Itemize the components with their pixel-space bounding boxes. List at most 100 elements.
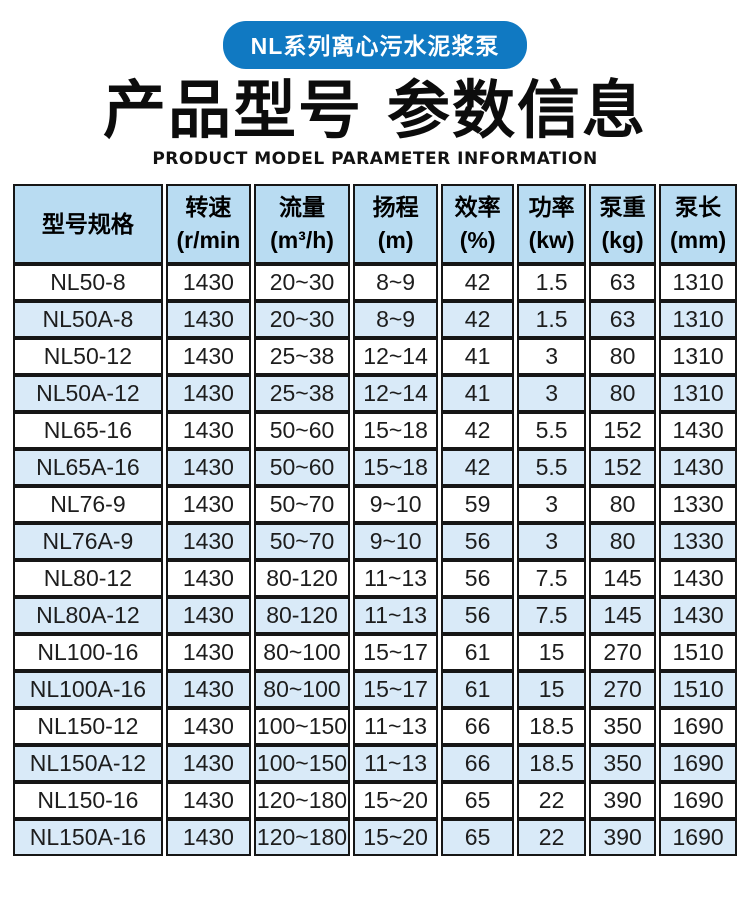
value-cell: 1430 (165, 745, 251, 783)
value-cell: 18.5 (517, 708, 587, 746)
value-cell: 3 (517, 375, 587, 413)
model-cell: NL100-16 (12, 634, 163, 672)
table-row: NL150A-16 1430 120~180 15~20 65 22 390 1690 (12, 819, 738, 857)
value-cell: 9~10 (353, 486, 439, 524)
value-cell: 270 (589, 671, 657, 709)
page-subtitle: PRODUCT MODEL PARAMETER INFORMATION (152, 149, 598, 170)
model-cell: NL80A-12 (12, 597, 163, 635)
value-cell: 5.5 (517, 412, 587, 450)
value-cell: 80 (589, 338, 657, 376)
value-cell: 1690 (659, 819, 738, 857)
value-cell: 15~17 (353, 634, 439, 672)
table-row: NL50-12 1430 25~38 12~14 41 3 80 1310 (12, 338, 738, 376)
value-cell: 1430 (165, 523, 251, 561)
value-cell: 100~150 (253, 745, 351, 783)
value-cell: 1690 (659, 745, 738, 783)
value-cell: 80 (589, 523, 657, 561)
value-cell: 120~180 (253, 819, 351, 857)
value-cell: 3 (517, 523, 587, 561)
header-cell-power: 功率 (kw) (517, 184, 587, 265)
model-cell: NL100A-16 (12, 671, 163, 709)
table-row: NL100A-16 1430 80~100 15~17 61 15 270 1510 (12, 671, 738, 709)
value-cell: 15~18 (353, 412, 439, 450)
value-cell: 7.5 (517, 597, 587, 635)
value-cell: 1430 (165, 486, 251, 524)
model-cell: NL76A-9 (12, 523, 163, 561)
value-cell: 1510 (659, 634, 738, 672)
header-unit: (mm) (669, 227, 727, 254)
header-unit: (kw) (528, 227, 575, 254)
value-cell: 1430 (165, 560, 251, 598)
series-badge: NL系列离心污水泥浆泵 (222, 21, 528, 69)
header-unit: (kg) (601, 227, 644, 254)
value-cell: 65 (441, 819, 515, 857)
header-label: 效率 (454, 194, 501, 221)
value-cell: 1430 (165, 338, 251, 376)
table-row: NL50-8 1430 20~30 8~9 42 1.5 63 1310 (12, 264, 738, 302)
table-row: NL50A-8 1430 20~30 8~9 42 1.5 63 1310 (12, 301, 738, 339)
value-cell: 59 (441, 486, 515, 524)
value-cell: 66 (441, 708, 515, 746)
value-cell: 41 (441, 338, 515, 376)
spec-table-body: NL50-8 1430 20~30 8~9 42 1.5 63 1310 NL50A-8 1430… (12, 264, 738, 857)
value-cell: 5.5 (517, 449, 587, 487)
value-cell: 1330 (659, 523, 738, 561)
value-cell: 1310 (659, 301, 738, 339)
value-cell: 50~60 (253, 449, 351, 487)
value-cell: 3 (517, 338, 587, 376)
spec-table: 型号规格 转速 (r/min 流量 (m³/h) 扬程 (m) 效率 (%) (10, 184, 740, 857)
value-cell: 80-120 (253, 560, 351, 598)
value-cell: 1330 (659, 486, 738, 524)
model-cell: NL65-16 (12, 412, 163, 450)
value-cell: 1430 (659, 449, 738, 487)
value-cell: 1430 (165, 671, 251, 709)
value-cell: 390 (589, 782, 657, 820)
header-label: 功率 (528, 194, 575, 221)
value-cell: 25~38 (253, 338, 351, 376)
table-row: NL150-12 1430 100~150 11~13 66 18.5 350 1690 (12, 708, 738, 746)
table-row: NL150-16 1430 120~180 15~20 65 22 390 1690 (12, 782, 738, 820)
header-unit: (m³/h) (270, 227, 334, 254)
value-cell: 22 (517, 782, 587, 820)
value-cell: 145 (589, 560, 657, 598)
table-row: NL76A-9 1430 50~70 9~10 56 3 80 1330 (12, 523, 738, 561)
model-cell: NL50-8 (12, 264, 163, 302)
value-cell: 1430 (165, 301, 251, 339)
value-cell: 1690 (659, 708, 738, 746)
header-label: 型号规格 (41, 210, 134, 237)
table-row: NL76-9 1430 50~70 9~10 59 3 80 1330 (12, 486, 738, 524)
model-cell: NL65A-16 (12, 449, 163, 487)
value-cell: 1430 (659, 412, 738, 450)
value-cell: 42 (441, 301, 515, 339)
value-cell: 1430 (165, 708, 251, 746)
value-cell: 15~17 (353, 671, 439, 709)
model-cell: NL50-12 (12, 338, 163, 376)
header-cell-length: 泵长 (mm) (659, 184, 738, 265)
value-cell: 15 (517, 634, 587, 672)
value-cell: 42 (441, 412, 515, 450)
value-cell: 50~70 (253, 523, 351, 561)
page-title: 产品型号 参数信息 (103, 74, 647, 147)
table-row: NL100-16 1430 80~100 15~17 61 15 270 1510 (12, 634, 738, 672)
value-cell: 1690 (659, 782, 738, 820)
model-cell: NL80-12 (12, 560, 163, 598)
model-cell: NL76-9 (12, 486, 163, 524)
value-cell: 18.5 (517, 745, 587, 783)
header-unit: (m) (377, 227, 414, 254)
value-cell: 270 (589, 634, 657, 672)
table-row: NL65-16 1430 50~60 15~18 42 5.5 152 1430 (12, 412, 738, 450)
value-cell: 1310 (659, 375, 738, 413)
value-cell: 1430 (165, 782, 251, 820)
value-cell: 15 (517, 671, 587, 709)
value-cell: 63 (589, 301, 657, 339)
value-cell: 1430 (165, 375, 251, 413)
header-label: 泵重 (599, 194, 646, 221)
header-unit: (%) (459, 227, 496, 254)
value-cell: 1510 (659, 671, 738, 709)
header-label: 流量 (279, 194, 325, 221)
value-cell: 22 (517, 819, 587, 857)
value-cell: 80~100 (253, 671, 351, 709)
value-cell: 56 (441, 597, 515, 635)
table-row: NL65A-16 1430 50~60 15~18 42 5.5 152 1430 (12, 449, 738, 487)
value-cell: 1430 (165, 634, 251, 672)
